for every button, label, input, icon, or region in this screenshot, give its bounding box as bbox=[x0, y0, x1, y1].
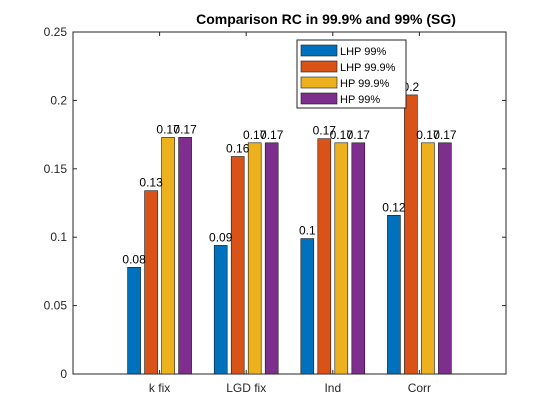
x-tick-label: Corr bbox=[408, 381, 431, 395]
x-tick-label: Ind bbox=[324, 381, 341, 395]
bar-lhp-99--ind bbox=[300, 238, 315, 375]
y-tick-label: 0 bbox=[60, 367, 67, 381]
bar-hp-99--corr bbox=[438, 142, 452, 375]
data-label: 0.12 bbox=[382, 200, 406, 214]
plot-area: 0 0.05 0.1 0.15 0.2 0.25 k fix LGD fix Ind Corr bbox=[44, 25, 507, 395]
y-tick-label: 0.2 bbox=[50, 93, 67, 107]
legend-entry: LHP 99.9% bbox=[340, 62, 396, 74]
bar-hp-99--lgd-fix bbox=[264, 142, 279, 375]
data-label: 0.17 bbox=[433, 128, 457, 142]
bar-lhp-99-9--ind bbox=[317, 138, 332, 375]
bar-lhp-99-9--k-fix bbox=[144, 190, 158, 375]
bar-lhp-99-9--corr bbox=[404, 94, 418, 375]
legend-entry: HP 99% bbox=[340, 94, 380, 106]
x-tick-label: k fix bbox=[149, 381, 170, 395]
bar-lhp-99--k-fix bbox=[127, 266, 141, 375]
data-label: 0.17 bbox=[243, 128, 267, 142]
data-label: 0.17 bbox=[330, 128, 354, 142]
data-labels-layer: 0.080.09 0.10.120.130.160.170.20.17 0.17 0.… bbox=[122, 80, 456, 266]
data-label: 0.16 bbox=[226, 141, 250, 155]
bar-hp-99-9--k-fix bbox=[161, 137, 175, 375]
data-label: 0.17 bbox=[313, 124, 337, 138]
y-tick-label: 0.05 bbox=[44, 299, 68, 313]
data-label: 0.17 bbox=[156, 122, 180, 136]
legend-swatch bbox=[300, 92, 338, 105]
data-label: 0.17 bbox=[347, 128, 371, 142]
y-tick-label: 0.15 bbox=[44, 162, 68, 176]
data-label: 0.17 bbox=[416, 128, 440, 142]
data-label: 0.17 bbox=[173, 122, 197, 136]
x-tick-label: LGD fix bbox=[226, 381, 266, 395]
bar-hp-99--k-fix bbox=[178, 137, 192, 375]
bars-layer bbox=[127, 94, 452, 375]
y-tick-label: 0.25 bbox=[44, 25, 68, 39]
data-label: 0.1 bbox=[299, 224, 316, 238]
legend-entry: HP 99.9% bbox=[340, 78, 390, 90]
bar-lhp-99--lgd-fix bbox=[213, 245, 228, 375]
bar-hp-99-9--ind bbox=[334, 142, 349, 375]
bar-hp-99-9--corr bbox=[421, 142, 435, 375]
data-label: 0.2 bbox=[403, 80, 420, 94]
data-label: 0.17 bbox=[260, 128, 284, 142]
bar-hp-99-9--lgd-fix bbox=[247, 142, 262, 375]
legend: LHP 99% LHP 99.9% HP 99.9% HP 99% bbox=[296, 39, 407, 109]
bar-lhp-99--corr bbox=[387, 215, 401, 375]
legend-swatch bbox=[300, 44, 338, 57]
bar-hp-99--ind bbox=[351, 142, 366, 375]
legend-swatch bbox=[300, 60, 338, 73]
plot-frame bbox=[72, 31, 507, 375]
y-tick-label: 0.1 bbox=[50, 230, 67, 244]
data-label: 0.08 bbox=[122, 252, 146, 266]
bar-lhp-99-9--lgd-fix bbox=[230, 156, 245, 375]
data-label: 0.09 bbox=[209, 230, 233, 244]
chart-title: Comparison RC in 99.9% and 99% (SG) bbox=[196, 11, 456, 27]
data-label: 0.13 bbox=[139, 176, 163, 190]
legend-swatch bbox=[300, 76, 338, 89]
legend-entry: LHP 99% bbox=[340, 46, 386, 58]
